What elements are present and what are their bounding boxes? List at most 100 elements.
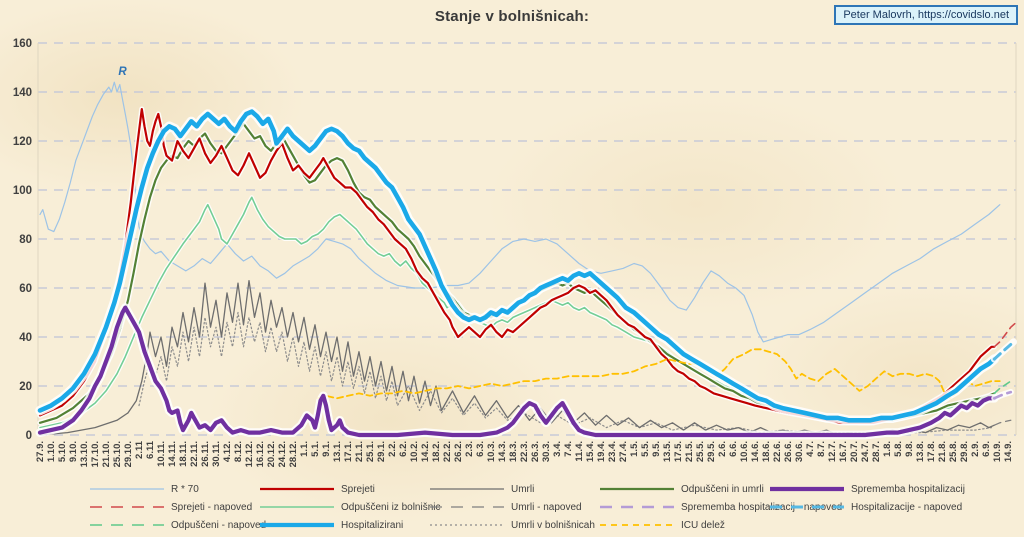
legend-swatch-sprejeti (260, 487, 334, 491)
x-axis-label: 21.8. (937, 441, 948, 462)
legend-item-hospitalizacije_napoved: Hospitalizacije - napoved (768, 500, 962, 514)
legend-swatch-hospitalizirani (260, 522, 334, 528)
x-axis-label: 26.11. (200, 441, 211, 467)
x-axis-label: 9.5. (651, 441, 662, 457)
y-axis-label: 0 (26, 430, 32, 442)
series-r70 (39, 81, 1001, 343)
x-axis-label: 22.11. (189, 441, 200, 467)
x-axis-label: 17.10. (90, 441, 101, 467)
legend-item-sprememba: Sprememba hospitalizacij (768, 482, 965, 496)
x-axis-label: 14.11. (167, 441, 178, 467)
legend-item-icu: ICU delež (598, 518, 725, 532)
x-axis-label: 6.2. (398, 441, 409, 457)
x-axis-label: 5.8. (893, 441, 904, 457)
x-axis-label: 13.8. (915, 441, 926, 462)
x-axis-label: 19.4. (596, 441, 607, 462)
credit-text: Peter Malovrh, https://covidslo.net (843, 9, 1009, 21)
legend-label: Umrli (511, 483, 535, 495)
legend-swatch-odpusceni_in_umrli (600, 487, 674, 491)
x-axis-label: 5.10. (57, 441, 68, 462)
legend-swatch-odpusceni_napoved (90, 524, 164, 526)
legend-label: Sprememba hospitalizacij (851, 483, 965, 495)
x-axis-label: 16.12. (255, 441, 266, 467)
x-axis-label: 29.5. (706, 441, 717, 462)
x-axis-label: 30.11. (211, 441, 222, 467)
legend-item-r70: R * 70 (88, 482, 199, 496)
x-axis-label: 3.4. (552, 441, 563, 457)
x-axis-label: 1.1. (299, 441, 310, 457)
x-axis-label: 24.7. (860, 441, 871, 462)
x-axis-label: 7.4. (563, 441, 574, 457)
x-axis-label: 2.2. (387, 441, 398, 457)
legend-label: Hospitalizacije - napoved (851, 501, 963, 513)
x-axis-label: 25.8. (948, 441, 959, 462)
x-axis-label: 28.7. (871, 441, 882, 462)
annotation-R: R (118, 66, 127, 78)
x-axis-label: 24.12. (277, 441, 288, 467)
x-axis-label: 10.6. (739, 441, 750, 462)
legend-label: ICU delež (681, 519, 725, 531)
series-umrli_napoved (993, 419, 1012, 426)
legend-swatch-sprememba (770, 486, 844, 492)
x-axis-label: 26.2. (453, 441, 464, 462)
legend-label: Odpuščeni iz bolnišnic (341, 501, 441, 513)
x-axis-label: 20.7. (849, 441, 860, 462)
x-axis-label: 14.3. (497, 441, 508, 462)
x-axis-label: 17.1. (343, 441, 354, 462)
series-umrli_v_bolnisnicah (138, 311, 993, 434)
series-glow-hospitalizirani (35, 106, 1000, 426)
x-axis-label: 14.9. (1003, 441, 1014, 462)
x-axis-label: 8.12. (233, 441, 244, 462)
y-axis-label: 120 (13, 136, 32, 148)
x-axis-label: 1.8. (882, 441, 893, 457)
legend-item-odpusceni_iz_bolnisnic: Odpuščeni iz bolnišnic (258, 500, 441, 514)
legend-swatch-icu (600, 524, 674, 526)
x-axis-label: 27.9. (35, 441, 46, 462)
x-axis-label: 25.1. (365, 441, 376, 462)
legend-item-sprejeti_napoved: Sprejeti - napoved (88, 500, 252, 514)
legend-label: Umrli - napoved (511, 501, 582, 513)
x-axis-label: 11.4. (574, 441, 585, 462)
legend-swatch-hospitalizacije_napoved (770, 505, 844, 509)
legend-label: Umrli v bolnišnicah (511, 519, 595, 531)
legend-item-umrli: Umrli (428, 482, 534, 496)
legend-label: Sprejeti (341, 483, 375, 495)
x-axis-label: 2.6. (717, 441, 728, 457)
legend-swatch-sprememba_napoved (600, 505, 674, 509)
x-axis-label: 23.4. (607, 441, 618, 462)
x-axis-label: 2.9. (970, 441, 981, 457)
x-axis-label: 2.11 (134, 440, 145, 459)
x-axis-label: 9.1. (321, 441, 332, 457)
series-odpusceni_in_umrli (38, 122, 996, 424)
x-axis-label: 9.10. (68, 441, 79, 462)
x-axis-label: 10.9. (992, 441, 1003, 462)
x-axis-label: 18.11. (178, 441, 189, 467)
x-axis-label: 22.3. (519, 441, 530, 462)
legend-label: Odpuščeni - napoved (171, 519, 267, 531)
legend-item-sprejeti: Sprejeti (258, 482, 375, 496)
x-axis-label: 28.12. (288, 441, 299, 467)
series-icu (316, 348, 1001, 400)
x-axis-label: 12.12. (244, 441, 255, 467)
series-glow-sprejeti (37, 106, 997, 426)
x-axis-label: 25.5. (695, 441, 706, 462)
x-axis-label: 21.1. (354, 441, 365, 462)
x-axis-label: 17.8. (926, 441, 937, 462)
chart-svg: 0 20 40 60 80 100 120 140 160 27.9. 1.10. 5.10. 9.10… (13, 38, 1018, 467)
x-axis-label: 30.3. (541, 441, 552, 462)
x-axis-label: 4.7. (805, 441, 816, 457)
x-axis-label: 2.3. (464, 441, 475, 457)
x-axis-label: 6.11 (145, 440, 156, 459)
legend-label: Sprejeti - napoved (171, 501, 253, 513)
legend-item-sprememba_napoved: Sprememba hospitalizacij - napoved (598, 500, 842, 514)
x-axis-label: 30.6. (794, 441, 805, 462)
x-axis-label: 14.2. (420, 441, 431, 462)
x-axis-label: 13.1. (332, 441, 343, 462)
legend-item-umrli_napoved: Umrli - napoved (428, 500, 582, 514)
y-axis-label: 20 (19, 381, 32, 393)
x-axis-label: 12.7. (827, 441, 838, 462)
x-axis-label: 9.8. (904, 441, 915, 457)
x-axis-label: 8.7. (816, 441, 827, 457)
legend-swatch-umrli_v_bolnisnicah (430, 524, 504, 526)
